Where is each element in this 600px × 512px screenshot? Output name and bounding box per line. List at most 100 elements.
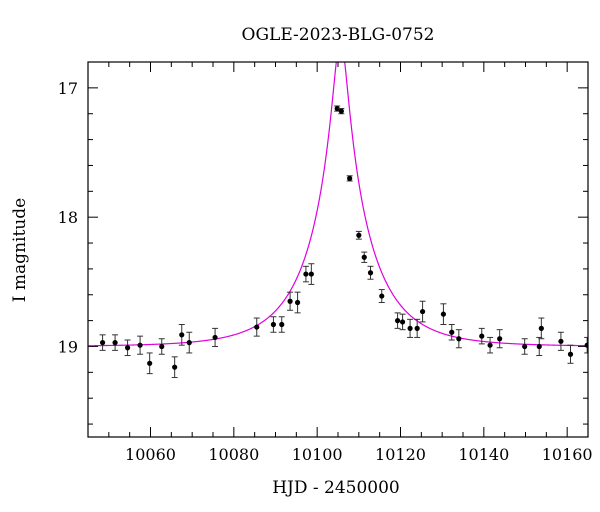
- point-marker: [99, 340, 106, 346]
- point-marker: [479, 333, 485, 339]
- data-point: [557, 331, 564, 351]
- point-marker: [270, 321, 277, 328]
- point-marker: [212, 334, 218, 341]
- point-marker: [414, 325, 420, 331]
- y-tick-label: 18: [58, 208, 78, 227]
- data-point: [367, 265, 374, 280]
- data-point: [355, 230, 362, 240]
- point-marker: [347, 175, 353, 181]
- data-point: [440, 303, 447, 325]
- data-point: [99, 334, 106, 351]
- point-marker: [172, 364, 178, 370]
- point-marker: [538, 325, 544, 331]
- data-point: [536, 336, 543, 357]
- data-point: [270, 316, 277, 333]
- point-marker: [558, 338, 564, 344]
- data-point: [302, 265, 309, 283]
- point-marker: [356, 232, 362, 238]
- point-marker: [338, 108, 344, 114]
- x-tick-label: 10100: [292, 445, 343, 464]
- point-marker: [440, 311, 447, 317]
- point-marker: [137, 342, 143, 348]
- data-point: [253, 317, 260, 337]
- data-point: [361, 251, 368, 263]
- data-point: [137, 335, 144, 355]
- x-tick-label: 10160: [542, 445, 593, 464]
- data-point: [419, 300, 426, 323]
- data-point: [399, 313, 406, 331]
- axis-ticks: [87, 61, 589, 437]
- data-point: [146, 352, 153, 375]
- data-point: [407, 318, 414, 338]
- data-point: [487, 336, 494, 354]
- point-marker: [361, 254, 367, 260]
- axis-tick-labels: 10060 10080 10100 10120 10140 10160 17 18 19: [58, 79, 593, 464]
- data-point: [158, 338, 165, 355]
- data-point: [455, 329, 462, 349]
- point-marker: [303, 271, 309, 277]
- data-point: [338, 108, 345, 115]
- y-tick-label: 17: [58, 79, 78, 98]
- data-point: [287, 291, 294, 311]
- data-point: [394, 312, 401, 329]
- point-marker: [567, 351, 574, 357]
- point-marker: [497, 336, 503, 342]
- data-point: [414, 318, 421, 338]
- model-curve: [88, 62, 588, 347]
- plot-frame: [87, 61, 589, 438]
- data-point: [521, 338, 528, 355]
- data-point: [346, 175, 353, 182]
- point-marker: [279, 321, 285, 328]
- point-marker: [449, 329, 455, 335]
- point-marker: [124, 345, 131, 351]
- point-marker: [287, 298, 293, 304]
- data-point: [278, 316, 285, 333]
- point-marker: [294, 299, 301, 306]
- data-point: [308, 263, 315, 285]
- x-tick-label: 10060: [125, 445, 176, 464]
- point-marker: [536, 343, 542, 350]
- point-marker: [308, 271, 314, 277]
- data-point: [538, 317, 545, 340]
- x-axis-label: HJD - 2450000: [272, 478, 400, 498]
- data-points: [99, 105, 588, 379]
- data-point: [567, 344, 574, 364]
- point-marker: [487, 342, 493, 348]
- point-marker: [179, 332, 185, 338]
- point-marker: [159, 343, 165, 350]
- data-point: [584, 336, 588, 354]
- point-marker: [399, 319, 406, 325]
- data-point: [212, 327, 219, 347]
- data-point: [186, 331, 193, 354]
- data-point: [378, 289, 385, 304]
- y-tick-label: 19: [58, 337, 78, 356]
- point-marker: [334, 105, 340, 112]
- point-marker: [522, 343, 528, 350]
- point-marker: [419, 308, 426, 315]
- point-marker: [147, 360, 153, 366]
- data-point: [178, 324, 185, 346]
- point-marker: [186, 340, 192, 346]
- data-point: [448, 324, 455, 341]
- x-tick-label: 10120: [375, 445, 426, 464]
- y-axis-label: I magnitude: [10, 198, 30, 302]
- point-marker: [379, 293, 385, 299]
- data-point: [171, 356, 178, 379]
- data-point: [496, 329, 503, 349]
- point-marker: [367, 270, 374, 276]
- point-marker: [254, 324, 260, 330]
- data-point: [112, 334, 119, 351]
- chart-title: OGLE-2023-BLG-0752: [242, 25, 435, 45]
- x-tick-label: 10080: [208, 445, 259, 464]
- point-marker: [112, 340, 118, 346]
- point-marker: [456, 336, 462, 342]
- point-marker: [407, 325, 413, 331]
- data-point: [124, 339, 131, 357]
- x-tick-label: 10140: [458, 445, 509, 464]
- data-point: [294, 291, 301, 314]
- data-point: [478, 327, 485, 345]
- point-marker: [584, 342, 588, 348]
- point-marker: [394, 318, 401, 324]
- data-point: [334, 105, 341, 112]
